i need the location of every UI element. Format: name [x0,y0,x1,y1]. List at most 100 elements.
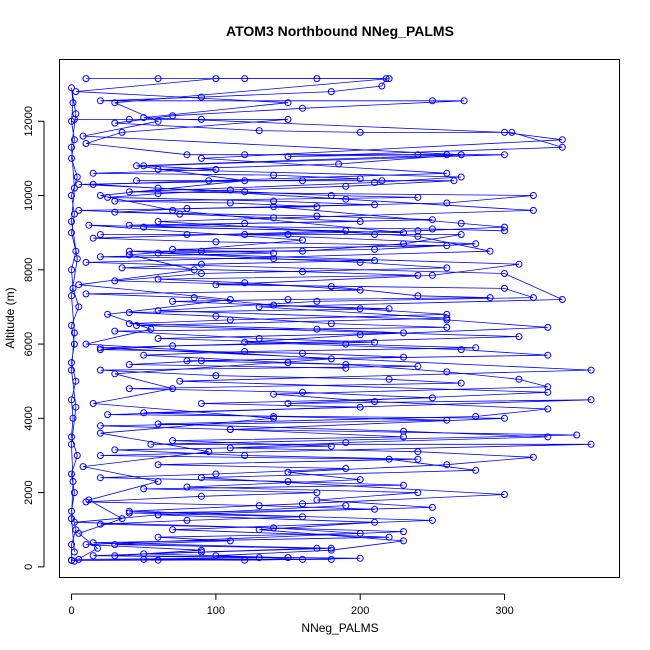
data-point [356,331,364,339]
data-point [284,400,292,407]
data-point [400,433,407,441]
data-point [414,362,422,370]
data-point [212,166,220,173]
data-point [70,210,78,218]
data-point [558,143,566,151]
data-point [299,513,306,521]
data-point [147,440,155,448]
data-point [414,271,422,279]
y-tick-label: 2000 [23,480,35,504]
data-point [342,364,350,372]
y-tick-label: 6000 [23,332,35,356]
data-point [140,162,148,170]
data-point [140,555,148,563]
data-point [255,526,263,534]
data-point [96,474,104,482]
data-point [73,255,81,263]
data-point [472,466,480,474]
data-point [371,257,379,264]
data-point [241,338,249,346]
data-point [544,383,552,391]
data-point [183,516,191,524]
data-point [104,411,112,419]
data-point [378,82,386,90]
data-point [558,136,566,144]
data-point [70,548,78,556]
data-point [342,182,350,190]
data-point [457,379,465,387]
data-point [125,309,133,316]
data-point [544,405,552,413]
data-point [313,75,321,83]
data-point [125,361,133,368]
data-point [212,238,220,246]
data-point [226,199,234,207]
data-point [125,188,133,196]
data-point [169,385,177,393]
data-point [284,115,292,123]
data-point [72,247,80,255]
data-point [515,260,523,268]
data-point [140,351,148,359]
data-point [94,544,101,552]
data-point [428,97,436,105]
series-6 [70,115,508,235]
data-point [450,177,458,185]
data-point [414,489,422,497]
series-2 [68,84,83,564]
data-point [197,247,205,255]
data-point [371,231,379,238]
data-point [501,270,508,277]
data-point [89,400,97,407]
data-point [212,312,220,320]
data-point [68,515,75,523]
series-line [85,180,455,369]
data-point [68,396,75,404]
data-point [140,409,148,417]
data-point [529,192,537,199]
data-point [371,505,379,513]
series-3 [82,75,566,564]
data-point [70,115,78,123]
data-point [284,231,292,238]
data-point [154,420,162,428]
data-point [197,400,205,407]
data-point [133,162,140,170]
data-point [443,310,451,318]
data-point [82,290,90,298]
data-point [75,303,83,311]
data-point [68,192,75,199]
data-point [68,218,75,225]
data-point [96,429,104,437]
data-point [356,128,364,136]
data-point [356,175,364,183]
data-point [118,264,126,272]
data-point [140,485,148,493]
data-point [299,177,306,185]
data-point [515,375,523,383]
data-point [68,440,75,448]
data-point [226,537,234,545]
data-point [270,524,278,532]
data-point [183,231,191,238]
data-point [342,439,350,446]
data-point [68,470,75,478]
data-point [111,327,119,335]
data-point [169,526,177,534]
x-axis-ticks: 0 100 200 300 [68,594,514,617]
data-point [255,127,263,135]
data-point [72,526,80,534]
data-point [140,114,148,122]
data-point [443,151,451,159]
data-point [255,502,263,510]
data-point [96,231,104,238]
chart-title: ATOM3 Northbound NNeg_PALMS [226,23,454,39]
data-point [270,301,278,309]
data-point [255,554,263,562]
data-point [385,533,393,541]
data-point [371,179,379,186]
data-point [89,539,97,547]
data-point [205,177,213,185]
data-point [327,546,335,554]
data-point [457,173,465,181]
